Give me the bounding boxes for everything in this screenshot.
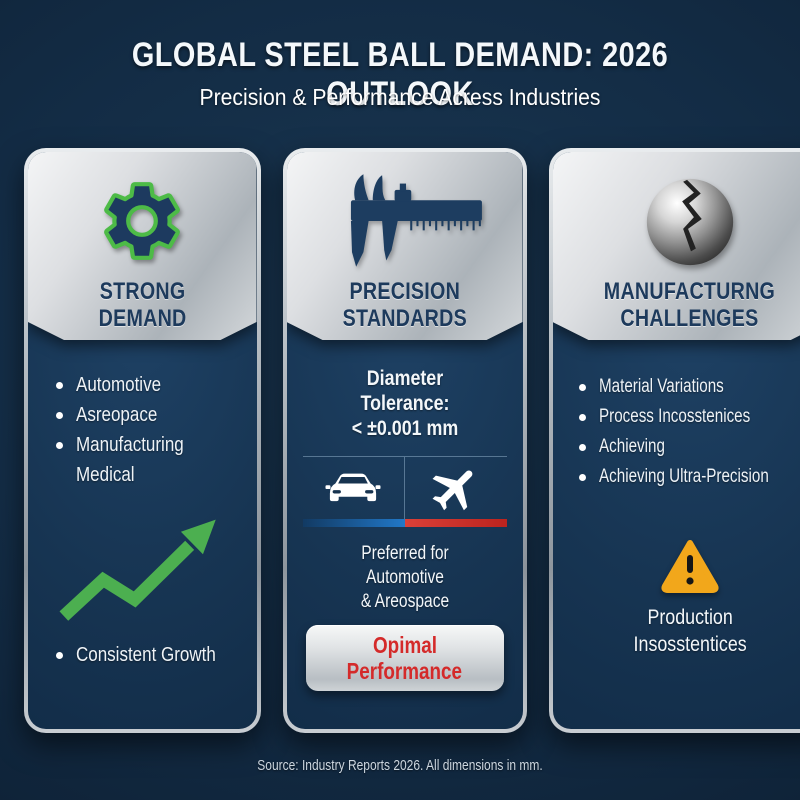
bullet-dot bbox=[578, 383, 586, 391]
card-body: Automotive Asreopace Manufacturing Medic… bbox=[28, 340, 257, 729]
bullet-dot bbox=[56, 411, 63, 419]
card-title-line2: DEMAND bbox=[98, 305, 187, 332]
bullet-dot bbox=[56, 381, 63, 389]
bullet-text: Medical bbox=[76, 463, 135, 486]
preferred-line2: & Areospace bbox=[360, 591, 449, 612]
badge-line2: Performance bbox=[346, 658, 463, 684]
cards-row: STRONG DEMAND Automotive Asreopace Manuf… bbox=[24, 148, 800, 733]
tolerance-line3: < ±0.001 mm bbox=[351, 417, 458, 440]
list-item: Automotive bbox=[56, 370, 241, 400]
automotive-bar bbox=[302, 519, 405, 527]
card-precision-standards: PRECISION STANDARDS Diameter Tolerance: … bbox=[282, 148, 527, 733]
bullet-text: Consistent Growth bbox=[76, 643, 216, 666]
list-item: Material Variations bbox=[578, 372, 800, 402]
card-title: PRECISION STANDARDS bbox=[342, 278, 466, 332]
aerospace-bar bbox=[404, 519, 507, 527]
card-header-plate: MANUFACTURNG CHALLENGES bbox=[553, 152, 800, 340]
card-title-line1: PRECISION bbox=[349, 278, 460, 305]
challenges-bullet-list: Material Variations Process Incosstenice… bbox=[569, 372, 800, 492]
tolerance-line2: Tolerance: bbox=[360, 392, 449, 415]
industry-bars bbox=[302, 519, 507, 527]
list-item: Asreopace bbox=[56, 400, 241, 430]
preferred-line1: Preferred for Automotive bbox=[360, 543, 449, 588]
cracked-steel-ball-icon bbox=[641, 168, 739, 274]
bullet-dot bbox=[56, 651, 63, 659]
card-body: Diameter Tolerance: < ±0.001 mm bbox=[287, 340, 523, 729]
card-title: STRONG DEMAND bbox=[98, 278, 186, 332]
caliper-icon bbox=[326, 168, 484, 274]
bullet-dot bbox=[56, 441, 63, 449]
optimal-performance-badge: Opimal Performance bbox=[305, 625, 504, 691]
tolerance-text: Diameter Tolerance: < ±0.001 mm bbox=[318, 366, 491, 441]
production-caption: Production Insosstentices bbox=[587, 604, 793, 658]
card-strong-demand: STRONG DEMAND Automotive Asreopace Manuf… bbox=[24, 148, 261, 733]
card-title: MANUFACTURNG CHALLENGES bbox=[604, 278, 775, 332]
card-title-line1: STRONG bbox=[99, 278, 186, 305]
card-title-line2: CHALLENGES bbox=[620, 305, 759, 332]
bullet-dot bbox=[578, 413, 586, 421]
card-header-plate: PRECISION STANDARDS bbox=[287, 152, 523, 340]
card-manufacturing-challenges-inner: MANUFACTURNG CHALLENGES Material Variati… bbox=[552, 152, 800, 729]
demand-bullet-list: Automotive Asreopace Manufacturing Medic… bbox=[44, 370, 241, 490]
list-item: Manufacturing bbox=[56, 430, 241, 460]
bullet-text: Manufacturing bbox=[76, 433, 184, 456]
plane-icon bbox=[405, 457, 507, 519]
warning-triangle-icon bbox=[658, 536, 722, 594]
bullet-text: Achieving bbox=[598, 436, 665, 457]
card-strong-demand-inner: STRONG DEMAND Automotive Asreopace Manuf… bbox=[28, 152, 257, 729]
card-title-line2: STANDARDS bbox=[342, 305, 467, 332]
card-body: Material Variations Process Incosstenice… bbox=[553, 340, 800, 729]
bullet-text: Asreopace bbox=[76, 403, 158, 426]
bullet-text: Process Incosstenices bbox=[598, 406, 750, 427]
caption-line2: Insosstentices bbox=[633, 633, 747, 656]
gear-icon bbox=[96, 168, 188, 274]
page-subtitle: Precision & Performance Acress Industrie… bbox=[199, 84, 601, 110]
card-manufacturing-challenges: MANUFACTURNG CHALLENGES Material Variati… bbox=[548, 148, 800, 733]
bullet-text: Achieving Ultra-Precision bbox=[598, 466, 769, 487]
bullet-dot bbox=[578, 473, 586, 481]
badge-line1: Opimal bbox=[372, 632, 437, 658]
bullet-dot bbox=[578, 443, 586, 451]
list-item: Process Incosstenices bbox=[578, 402, 800, 432]
card-title-line1: MANUFACTURNG bbox=[603, 278, 776, 305]
industry-icons-panel bbox=[302, 456, 507, 519]
growth-arrow-icon bbox=[56, 506, 241, 624]
bullet-text: Automotive bbox=[76, 373, 162, 396]
card-header-plate: STRONG DEMAND bbox=[28, 152, 257, 340]
page-title: GLOBAL STEEL BALL DEMAND: 2026 OUTLOOK bbox=[131, 36, 669, 113]
tolerance-line1: Diameter bbox=[366, 367, 443, 390]
list-item: Achieving Ultra-Precision bbox=[578, 462, 800, 492]
list-item: Consistent Growth bbox=[44, 640, 241, 670]
caption-line1: Production bbox=[646, 606, 733, 629]
preferred-text: Preferred for Automotive & Areospace bbox=[321, 542, 488, 614]
list-item-continuation: Medical bbox=[56, 460, 241, 490]
list-item: Achieving bbox=[578, 432, 800, 462]
card-precision-standards-inner: PRECISION STANDARDS Diameter Tolerance: … bbox=[286, 152, 523, 729]
car-icon bbox=[303, 457, 406, 519]
bullet-text: Material Variations bbox=[598, 376, 724, 397]
source-note: Source: Industry Reports 2026. All dimen… bbox=[257, 757, 543, 774]
